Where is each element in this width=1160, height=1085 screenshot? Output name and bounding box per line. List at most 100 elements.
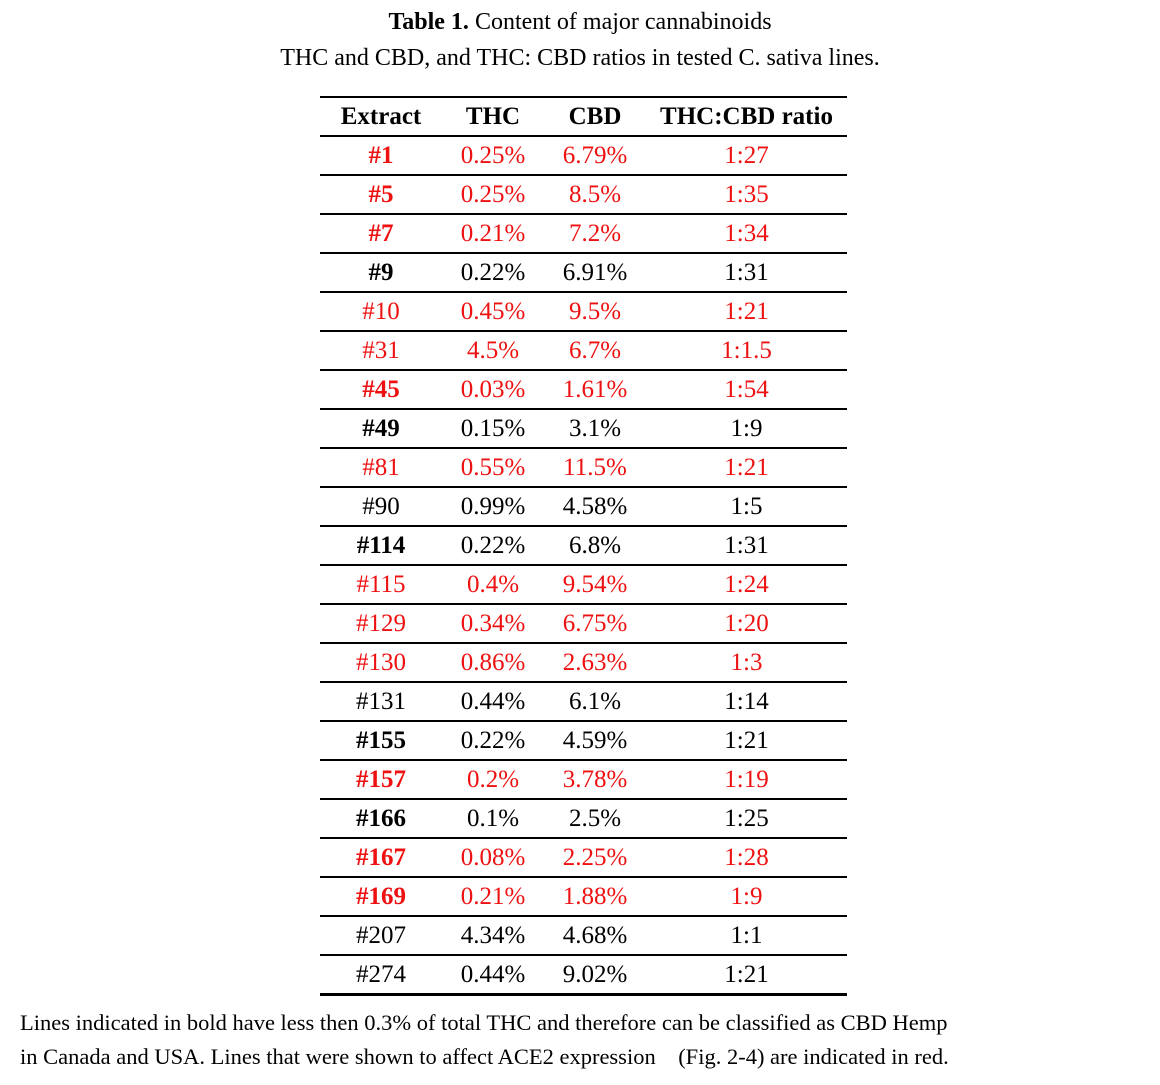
cell-thc: 0.08% [442,838,544,878]
cell-ratio: 1:1 [646,916,847,956]
cell-cbd: 11.5% [544,448,646,488]
cell-ratio: 1:1.5 [646,331,847,371]
table-row: #207 4.34% 4.68% 1:1 [320,916,847,956]
cell-ratio: 1:21 [646,955,847,996]
table-row: #167 0.08% 2.25% 1:28 [320,838,847,878]
cell-thc: 0.34% [442,604,544,644]
table-caption-subtitle: THC and CBD, and THC: CBD ratios in test… [280,45,880,71]
cell-ratio: 1:25 [646,799,847,839]
table-row: #274 0.44% 9.02% 1:21 [320,955,847,996]
column-header-ratio: THC:CBD ratio [646,96,847,137]
table-row: #90 0.99% 4.58% 1:5 [320,487,847,527]
cell-cbd: 1.88% [544,877,646,917]
cell-extract: #115 [320,565,442,605]
cell-cbd: 2.5% [544,799,646,839]
cell-extract: #1 [320,136,442,176]
cell-cbd: 9.5% [544,292,646,332]
table-label: Table 1. [388,9,469,35]
cell-ratio: 1:3 [646,643,847,683]
cell-cbd: 6.79% [544,136,646,176]
table-header-row: Extract THC CBD THC:CBD ratio [320,96,847,137]
cell-ratio: 1:21 [646,448,847,488]
column-header-thc: THC [442,96,544,137]
cell-thc: 0.55% [442,448,544,488]
table-body: #1 0.25% 6.79% 1:27 #5 0.25% 8.5% 1:35 #7 0.21% 7.… [320,136,847,996]
cell-thc: 0.1% [442,799,544,839]
cell-thc: 0.25% [442,175,544,215]
cell-extract: #166 [320,799,442,839]
column-header-cbd: CBD [544,96,646,137]
cell-ratio: 1:35 [646,175,847,215]
cell-extract: #45 [320,370,442,410]
cell-ratio: 1:28 [646,838,847,878]
cell-extract: #7 [320,214,442,254]
cannabinoid-table: Extract THC CBD THC:CBD ratio #1 0.25% 6.7… [320,96,847,996]
cell-thc: 0.44% [442,682,544,722]
table-row: #9 0.22% 6.91% 1:31 [320,253,847,293]
table-row: #169 0.21% 1.88% 1:9 [320,877,847,917]
table-caption-title: Table 1. Content of major cannabinoids [0,9,1160,36]
table-row: #7 0.21% 7.2% 1:34 [320,214,847,254]
cell-extract: #169 [320,877,442,917]
cell-ratio: 1:14 [646,682,847,722]
cell-thc: 0.22% [442,721,544,761]
cell-extract: #10 [320,292,442,332]
table-row: #49 0.15% 3.1% 1:9 [320,409,847,449]
cell-cbd: 6.75% [544,604,646,644]
cell-extract: #129 [320,604,442,644]
cell-cbd: 3.1% [544,409,646,449]
cell-ratio: 1:9 [646,409,847,449]
cell-thc: 0.21% [442,877,544,917]
cell-ratio: 1:9 [646,877,847,917]
cell-ratio: 1:34 [646,214,847,254]
table-row: #31 4.5% 6.7% 1:1.5 [320,331,847,371]
table-row: #166 0.1% 2.5% 1:25 [320,799,847,839]
table-row: #10 0.45% 9.5% 1:21 [320,292,847,332]
cell-extract: #90 [320,487,442,527]
table-title: Content of major cannabinoids [474,9,772,35]
table-row: #81 0.55% 11.5% 1:21 [320,448,847,488]
footnote-line-1: Lines indicated in bold have less then 0… [20,1010,948,1035]
cell-thc: 0.86% [442,643,544,683]
cell-cbd: 6.91% [544,253,646,293]
cell-ratio: 1:27 [646,136,847,176]
cell-extract: #5 [320,175,442,215]
cell-ratio: 1:19 [646,760,847,800]
footnote-line-2: in Canada and USA. Lines that were shown… [20,1044,949,1069]
cell-ratio: 1:5 [646,487,847,527]
cell-cbd: 1.61% [544,370,646,410]
table-row: #131 0.44% 6.1% 1:14 [320,682,847,722]
cell-thc: 0.45% [442,292,544,332]
cell-extract: #155 [320,721,442,761]
cell-cbd: 8.5% [544,175,646,215]
cell-extract: #31 [320,331,442,371]
cell-ratio: 1:31 [646,253,847,293]
cell-ratio: 1:21 [646,721,847,761]
cell-thc: 4.34% [442,916,544,956]
table-row: #157 0.2% 3.78% 1:19 [320,760,847,800]
cell-extract: #207 [320,916,442,956]
cell-extract: #274 [320,955,442,996]
cell-cbd: 6.1% [544,682,646,722]
cell-extract: #9 [320,253,442,293]
cell-extract: #131 [320,682,442,722]
cell-ratio: 1:31 [646,526,847,566]
cell-ratio: 1:54 [646,370,847,410]
cell-extract: #167 [320,838,442,878]
cell-thc: 0.15% [442,409,544,449]
table-row: #45 0.03% 1.61% 1:54 [320,370,847,410]
cell-cbd: 2.25% [544,838,646,878]
cell-thc: 4.5% [442,331,544,371]
cell-cbd: 9.02% [544,955,646,996]
cell-thc: 0.22% [442,253,544,293]
cell-cbd: 7.2% [544,214,646,254]
cell-ratio: 1:20 [646,604,847,644]
cell-extract: #81 [320,448,442,488]
cell-cbd: 4.68% [544,916,646,956]
cell-cbd: 2.63% [544,643,646,683]
column-header-extract: Extract [320,96,442,137]
cell-ratio: 1:21 [646,292,847,332]
cell-thc: 0.25% [442,136,544,176]
cell-thc: 0.21% [442,214,544,254]
cell-thc: 0.03% [442,370,544,410]
